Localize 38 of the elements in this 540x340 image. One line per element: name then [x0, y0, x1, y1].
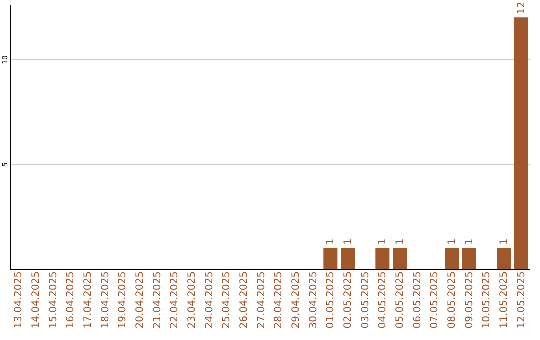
x-tick-label: 25.04.2025 [222, 272, 233, 329]
x-tick-label: 01.05.2025 [326, 272, 337, 329]
x-tick-label: 26.04.2025 [239, 272, 250, 329]
data-label: 12 [516, 2, 528, 15]
x-tick-label: 10.05.2025 [482, 272, 493, 329]
x-tick-label: 13.04.2025 [14, 272, 25, 329]
data-label: 1 [326, 238, 337, 246]
data-label: 1 [447, 238, 458, 246]
x-tick-label: 05.05.2025 [395, 272, 406, 329]
x-tick-label: 12.05.2025 [516, 272, 528, 329]
x-tick-label: 30.04.2025 [308, 272, 320, 329]
x-tick-label: 21.04.2025 [152, 272, 164, 329]
x-tick-label: 27.04.2025 [256, 272, 268, 329]
x-tick-label: 08.05.2025 [447, 272, 458, 329]
x-tick-label: 04.05.2025 [378, 272, 389, 329]
x-tick-label: 16.04.2025 [66, 272, 77, 329]
data-label: 1 [464, 238, 476, 246]
data-label: 1 [499, 238, 510, 246]
x-tick-label: 17.04.2025 [83, 272, 94, 329]
x-tick-label: 15.04.2025 [48, 272, 60, 329]
x-tick-label: 09.05.2025 [464, 272, 476, 329]
x-tick-label: 14.04.2025 [31, 272, 42, 329]
x-tick-label: 24.04.2025 [204, 272, 216, 329]
x-tick-label: 11.05.2025 [499, 272, 510, 329]
x-tick-label: 19.04.2025 [118, 272, 129, 329]
x-tick-label: 22.04.2025 [170, 272, 181, 329]
x-tick-label: 02.05.2025 [343, 272, 354, 329]
x-tick-label: 07.05.2025 [430, 272, 441, 329]
x-tick-label: 29.04.2025 [291, 272, 302, 329]
x-tick-label: 03.05.2025 [360, 272, 372, 329]
x-tick-label: 18.04.2025 [100, 272, 112, 329]
data-label: 1 [378, 238, 389, 246]
x-tick-label: 20.04.2025 [135, 272, 146, 329]
data-label: 1 [395, 238, 406, 246]
x-tick-label: 23.04.2025 [187, 272, 198, 329]
x-tick-label: 06.05.2025 [412, 272, 424, 329]
data-label: 1 [343, 238, 354, 246]
x-tick-label: 28.04.2025 [274, 272, 285, 329]
